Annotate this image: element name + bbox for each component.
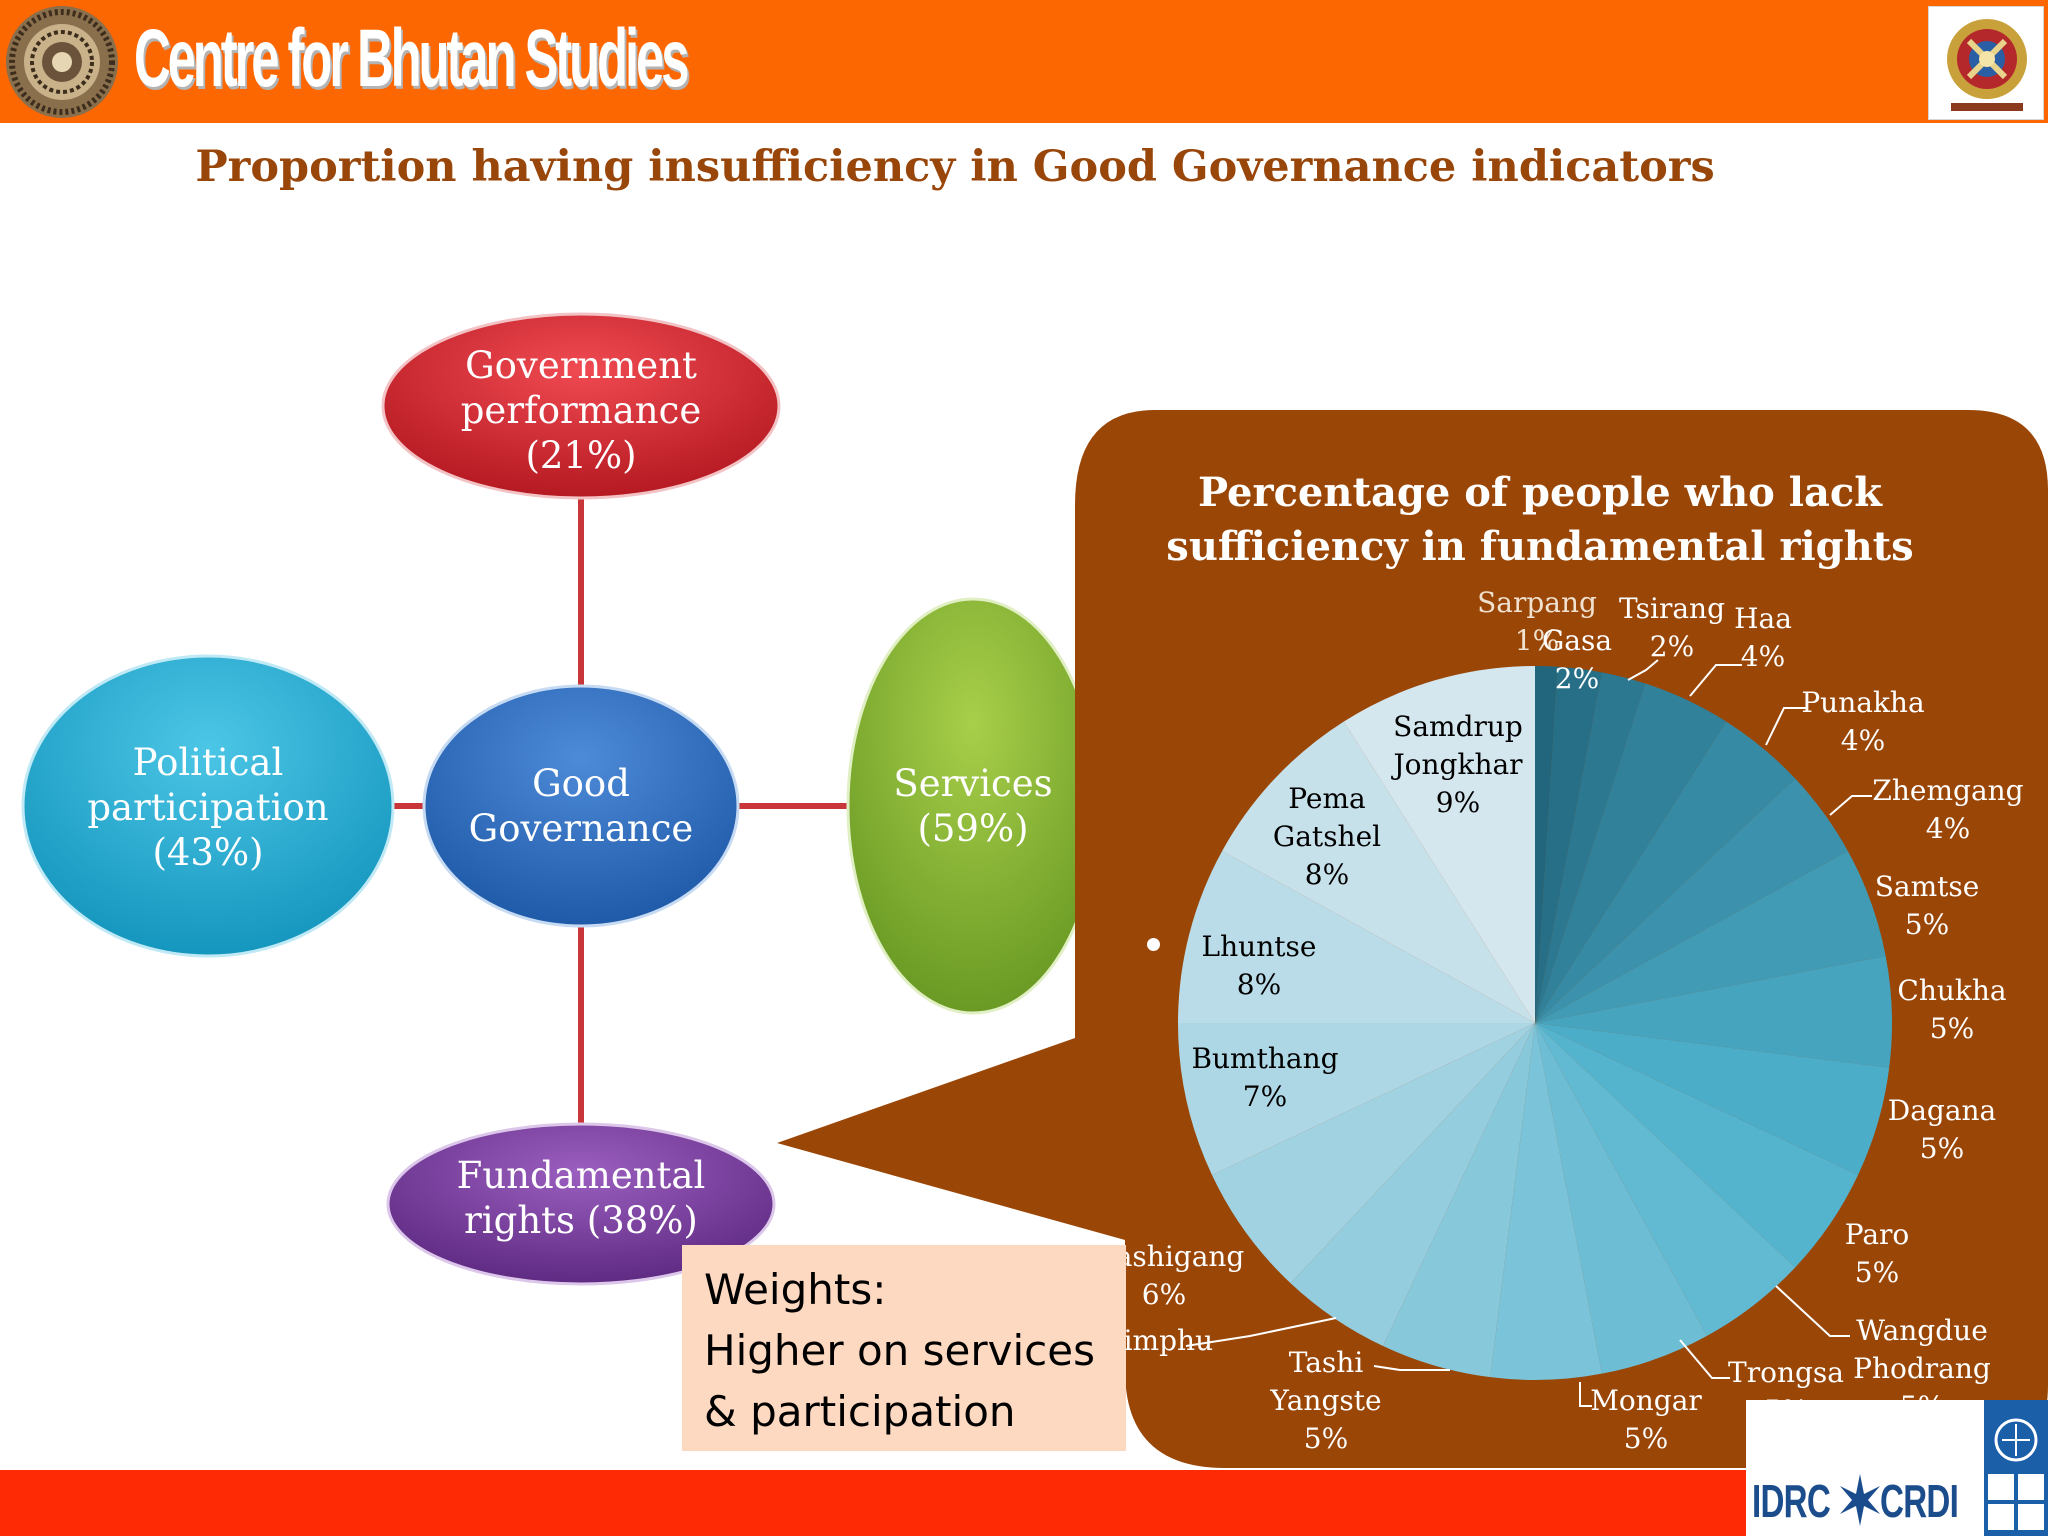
pie-leader-haa	[1689, 664, 1742, 697]
pie-label-samtse: Samtse 5%	[1875, 870, 1980, 941]
pie-leader-tashi-yangste	[1373, 1365, 1450, 1371]
svg-text:(43%): (43%)	[152, 831, 263, 874]
weights-line-3: & participation	[704, 1387, 1016, 1436]
pie-slice-chukha	[1535, 956, 1892, 1068]
pie-slice-mongar	[1490, 1023, 1602, 1380]
pie-slice-wangdue-phodrang	[1535, 1023, 1796, 1336]
pie-label-tashi-yangste: Tashi Yangste 5%	[1269, 1346, 1381, 1455]
pie-slice-lhuntse	[1178, 851, 1535, 1023]
node-fundamental-rights: Fundamental rights (38%)	[386, 1122, 776, 1286]
svg-text:Political: Political	[133, 741, 284, 784]
svg-text:rights (38%): rights (38%)	[464, 1199, 698, 1242]
pie-label-lhuntse: Lhuntse 8%	[1202, 930, 1317, 1001]
idrc-logo-text: IDRC	[1752, 1475, 1831, 1527]
svg-text:Good: Good	[532, 762, 630, 805]
undp-logo-icon	[1988, 1418, 2044, 1530]
footer-bar	[0, 1470, 1746, 1536]
pie-slice-gasa	[1535, 666, 1602, 1023]
pie-label-pema-gatshel: Pema Gatshel 8%	[1273, 782, 1381, 891]
svg-text:Government: Government	[465, 344, 697, 387]
pie-slice-trashigang	[1211, 1023, 1535, 1284]
pie-leader-wangdue-phodrang	[1775, 1285, 1850, 1337]
pie-leader-tsirang	[1627, 659, 1659, 681]
pie-slice-zhemgang	[1535, 778, 1848, 1023]
pie-leaders	[1185, 659, 1872, 1407]
undp-logo	[1984, 1400, 2048, 1536]
pie-slice-samtse	[1535, 851, 1886, 1023]
pie-label-paro: Paro 5%	[1845, 1218, 1910, 1289]
pie-leader-zhemgang	[1829, 795, 1872, 816]
pie-slice-sarpang	[1535, 666, 1558, 1023]
bullet-dot	[1147, 938, 1160, 951]
pie-label-chukha: Chukha 5%	[1897, 974, 2006, 1045]
bhutan-emblem	[1928, 6, 2044, 120]
pie-leader-thimphu	[1185, 1317, 1337, 1347]
pie-title: Percentage of people who lack sufficienc…	[1166, 469, 1914, 570]
crdi-logo-text: CRDI	[1880, 1475, 1959, 1527]
idrc-star-icon	[1840, 1474, 1880, 1526]
pie-label-haa: Haa 4%	[1734, 602, 1792, 673]
pie-slice-dagana	[1535, 1023, 1890, 1175]
pie-slice-trongsa	[1535, 1023, 1707, 1374]
pie-leader-trongsa	[1679, 1339, 1730, 1379]
pie-slice-samdrup-jongkhar	[1343, 666, 1535, 1023]
pie-slice-bumthang	[1178, 1023, 1535, 1175]
weights-note: Weights: Higher on services & participat…	[682, 1245, 1126, 1451]
svg-text:(59%): (59%)	[917, 807, 1028, 850]
pie-slice-thimphu	[1290, 1023, 1535, 1347]
pie-slices	[1178, 666, 1892, 1380]
pie-slice-paro	[1535, 1023, 1859, 1268]
node-government-performance: Government performance (21%)	[381, 312, 781, 500]
svg-text:(21%): (21%)	[525, 434, 636, 477]
header-bar	[0, 0, 2048, 123]
svg-text:Fundamental: Fundamental	[457, 1154, 706, 1197]
weights-line-1: Weights:	[704, 1265, 887, 1314]
pie-slice-tsirang	[1535, 672, 1646, 1023]
pie-label-bumthang: Bumthang 7%	[1191, 1042, 1338, 1113]
pie-slice-tashi-yangste	[1383, 1023, 1535, 1378]
weights-line-2: Higher on services	[704, 1326, 1095, 1375]
slide-title: Proportion having insufficiency in Good …	[195, 142, 1715, 192]
pie-label-sarpang: Sarpang 1%	[1477, 586, 1597, 657]
pie-label-wangdue-phodrang: WangduePhodrang5%	[1853, 1314, 1991, 1423]
pie-label-zhemgang: Zhemgang 4%	[1872, 774, 2023, 845]
cbs-logo-icon	[6, 6, 118, 118]
svg-text:participation: participation	[87, 786, 328, 829]
pie-leader-punakha	[1765, 707, 1806, 746]
node-good-governance: Good Governance	[422, 684, 740, 928]
svg-text:Services: Services	[893, 762, 1052, 805]
pie-label-samdrup-jongkhar: Samdrup Jongkhar 9%	[1390, 710, 1523, 819]
svg-text:Governance: Governance	[469, 807, 694, 850]
node-services: Services (59%)	[846, 597, 1100, 1015]
pie-label-punakha: Punakha 4%	[1801, 686, 1924, 757]
pie-label-gasa: Gasa 2%	[1542, 624, 1612, 695]
pie-label-mongar: Mongar 5%	[1590, 1384, 1702, 1455]
pie-slice-haa	[1535, 683, 1727, 1023]
svg-text:performance: performance	[461, 389, 702, 432]
pie-label-dagana: Dagana 5%	[1888, 1094, 1997, 1165]
pie-slice-punakha	[1535, 721, 1796, 1023]
pie-label-tsirang: Tsirang 2%	[1619, 592, 1725, 663]
org-name: Centre for Bhutan Studies	[134, 13, 689, 104]
bhutan-emblem-icon	[1947, 19, 2027, 111]
pie-leader-mongar	[1579, 1382, 1592, 1407]
node-political-participation: Political participation (43%)	[21, 654, 395, 958]
pie-slice-pema-gatshel	[1222, 721, 1535, 1023]
